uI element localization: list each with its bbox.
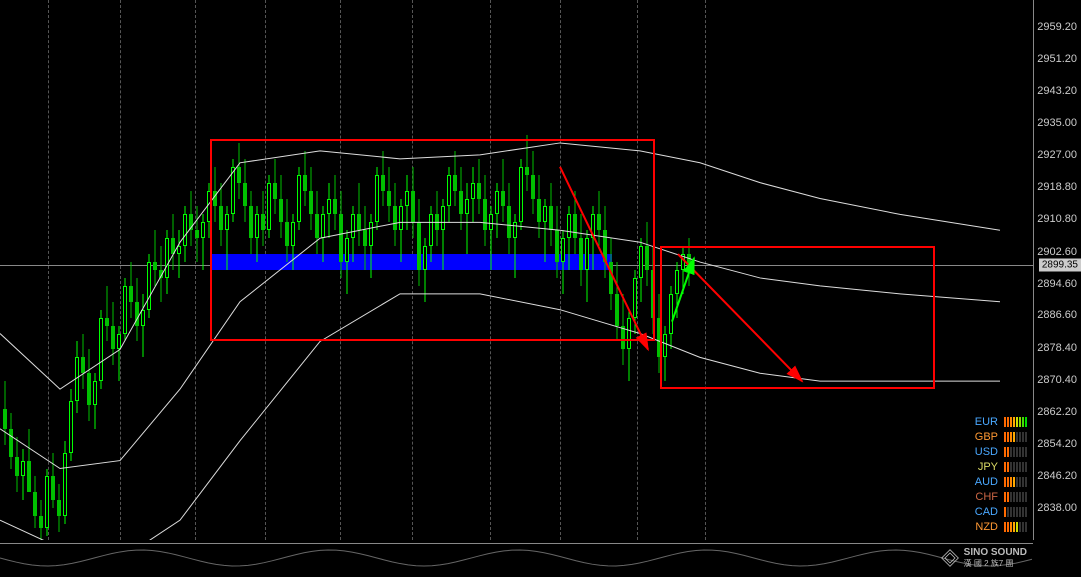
grid-line [120, 0, 121, 540]
price-tick: 2902.60 [1037, 246, 1077, 258]
watermark-logo: SINO SOUND 漢 國 2 族7 團 [940, 547, 1027, 569]
price-tick: 2846.20 [1037, 470, 1077, 482]
legend-row-jpy: JPY [966, 459, 1027, 474]
legend-row-gbp: GBP [966, 429, 1027, 444]
price-tick: 2886.60 [1037, 309, 1077, 321]
price-tick: 2935.00 [1037, 117, 1077, 129]
price-tick: 2951.20 [1037, 53, 1077, 65]
legend-row-nzd: NZD [966, 519, 1027, 534]
legend-row-aud: AUD [966, 474, 1027, 489]
strength-bars [1004, 462, 1027, 472]
analysis-box [660, 246, 935, 389]
legend-label: GBP [966, 431, 998, 443]
price-chart-panel[interactable] [0, 0, 1033, 540]
legend-row-usd: USD [966, 444, 1027, 459]
legend-row-chf: CHF [966, 489, 1027, 504]
price-tick: 2854.20 [1037, 438, 1077, 450]
strength-bars [1004, 522, 1027, 532]
legend-row-cad: CAD [966, 504, 1027, 519]
price-tick: 2878.40 [1037, 342, 1077, 354]
current-price-tag: 2899.35 [1039, 258, 1081, 271]
analysis-box [210, 139, 655, 342]
oscillator-panel[interactable] [0, 543, 1033, 571]
price-tick: 2959.20 [1037, 21, 1077, 33]
legend-label: JPY [966, 461, 998, 473]
strength-bars [1004, 507, 1027, 517]
legend-row-eur: EUR [966, 414, 1027, 429]
price-tick: 2870.40 [1037, 374, 1077, 386]
strength-bars [1004, 432, 1027, 442]
watermark-text: SINO SOUND [964, 547, 1027, 558]
legend-label: CHF [966, 491, 998, 503]
price-tick: 2910.80 [1037, 213, 1077, 225]
price-tick: 2894.60 [1037, 278, 1077, 290]
price-axis: 2959.20 2951.20 2943.20 2935.00 2927.00 2918.… [1033, 0, 1081, 540]
watermark-sub: 漢 國 2 族7 團 [964, 558, 1027, 569]
legend-label: AUD [966, 476, 998, 488]
currency-strength-legend: EUR GBP USD JPY AUD CHF CAD NZD [966, 414, 1027, 534]
legend-label: EUR [966, 416, 998, 428]
trading-chart[interactable]: 2959.20 2951.20 2943.20 2935.00 2927.00 2918.… [0, 0, 1081, 571]
price-tick: 2862.20 [1037, 406, 1077, 418]
strength-bars [1004, 447, 1027, 457]
legend-label: USD [966, 446, 998, 458]
price-tick: 2927.00 [1037, 149, 1077, 161]
strength-bars [1004, 492, 1027, 502]
legend-label: CAD [966, 506, 998, 518]
grid-line [48, 0, 49, 540]
legend-label: NZD [966, 521, 998, 533]
strength-bars [1004, 477, 1027, 487]
price-tick: 2918.80 [1037, 181, 1077, 193]
strength-bars [1004, 417, 1027, 427]
price-tick: 2943.20 [1037, 85, 1077, 97]
oscillator-line [0, 550, 1032, 566]
price-tick: 2838.00 [1037, 502, 1077, 514]
grid-line [195, 0, 196, 540]
